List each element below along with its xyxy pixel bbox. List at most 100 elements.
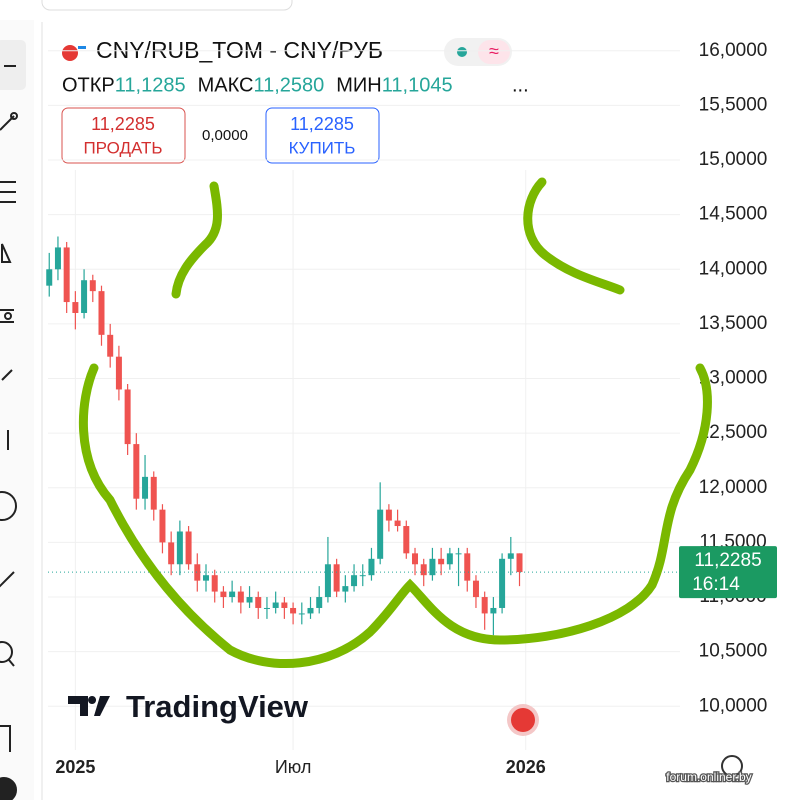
candle-body — [324, 564, 331, 598]
candle-body — [203, 575, 209, 581]
candle-body — [490, 607, 497, 614]
buy-price[interactable]: 11,2285 — [290, 114, 354, 134]
flag-cny — [62, 45, 78, 61]
candle-body — [98, 291, 105, 335]
settings-icon[interactable] — [721, 755, 743, 777]
candle-body — [263, 607, 270, 609]
candle-body — [499, 558, 506, 608]
candle-body — [351, 575, 358, 587]
ohlc-value: 11,1285 — [115, 74, 186, 96]
y-tick-label: 14,5000 — [699, 204, 768, 225]
candle-body — [89, 280, 96, 292]
y-tick-label: 16,0000 — [699, 40, 768, 61]
candle-body — [81, 280, 88, 313]
candle-body — [281, 602, 288, 608]
chart-title: CNY/RUB_TOM - CNY/РУБ — [96, 37, 383, 63]
candle-body — [124, 389, 131, 445]
candle-body — [72, 302, 79, 313]
buy-label[interactable]: КУПИТЬ — [289, 138, 356, 157]
candle-body — [168, 542, 175, 565]
candle-body — [472, 580, 479, 598]
watermark-logo — [68, 696, 110, 716]
candle-body — [429, 558, 436, 576]
x-tick-label: 2026 — [506, 757, 546, 777]
candle-body — [107, 334, 114, 357]
candle-body — [290, 607, 297, 614]
ohlc-label: МАКС — [198, 74, 254, 96]
annotations — [78, 177, 712, 669]
y-tick-label: 13,0000 — [699, 368, 768, 389]
candle-body — [394, 520, 401, 527]
last-price-time: 16:14 — [692, 574, 740, 595]
y-tick-label: 13,5000 — [699, 313, 768, 334]
y-tick-label: 14,0000 — [699, 258, 768, 279]
candle-body — [159, 509, 166, 543]
ohlc-row: ОТКР 11,1285 МАКС 11,2580 МИН 11,1045 — [62, 74, 453, 96]
last-price-box — [679, 546, 777, 599]
y-tick-label: 15,5000 — [699, 94, 768, 115]
status-dot — [457, 47, 467, 57]
top-bar — [0, 0, 786, 18]
flag-rub — [78, 46, 86, 49]
candle-body — [115, 356, 122, 390]
ohlc-value: 11,1045 — [382, 74, 453, 96]
top-button[interactable] — [41, 0, 293, 11]
candle-body — [333, 564, 340, 592]
y-tick-label: 10,0000 — [699, 695, 768, 716]
candle-body — [142, 476, 149, 499]
candle-body — [307, 607, 314, 614]
ohlc-label: МИН — [336, 74, 381, 96]
candle-body — [54, 247, 61, 270]
candle-body — [412, 553, 419, 565]
plot: 10,000010,500011,000011,500012,000012,50… — [46, 40, 777, 777]
candle-body — [229, 591, 236, 598]
x-tick-label: 2025 — [55, 757, 95, 777]
candle-body — [377, 509, 384, 559]
buy-button[interactable] — [265, 107, 380, 164]
candle-body — [185, 531, 192, 565]
y-tick-label: 10,5000 — [699, 641, 768, 662]
candle-body — [255, 597, 262, 608]
candle-body — [481, 597, 488, 614]
event-flag — [511, 708, 535, 732]
candle-body — [194, 564, 201, 581]
candle-body — [298, 613, 305, 615]
candle-body — [438, 558, 445, 565]
candle-body — [46, 269, 53, 286]
candle-body — [63, 247, 70, 303]
candle-body — [176, 531, 183, 565]
sell-label[interactable]: ПРОДАТЬ — [83, 138, 162, 157]
last-price-label: 11,2285 — [694, 550, 761, 571]
more[interactable]: ... — [512, 74, 529, 96]
y-tick-label: 12,5000 — [699, 422, 768, 443]
delay-badge — [478, 40, 510, 64]
sell-price[interactable]: 11,2285 — [91, 114, 155, 134]
sell-button[interactable] — [61, 107, 186, 164]
candle-body — [246, 597, 253, 603]
candle-body — [516, 553, 523, 573]
candle-body — [342, 586, 349, 592]
candle-body — [237, 591, 244, 603]
spread: 0,0000 — [202, 127, 248, 144]
ohlc-label: ОТКР — [62, 74, 115, 96]
candle-body — [455, 553, 462, 555]
candle-body — [446, 553, 453, 565]
candle-body — [403, 526, 410, 554]
candle-body — [368, 558, 375, 576]
y-tick-label: 15,0000 — [699, 149, 768, 170]
toolbar — [0, 20, 34, 800]
toolbar-icons[interactable] — [0, 40, 26, 800]
watermark: TradingView — [126, 689, 309, 724]
candle-body — [316, 597, 323, 608]
candle-body — [211, 575, 218, 592]
source: forum.onliner.by — [666, 770, 751, 784]
candle-body — [507, 553, 514, 559]
candle-body — [359, 575, 366, 577]
y-tick-label: 12,0000 — [699, 477, 768, 498]
candle-body — [150, 476, 157, 510]
candle-body — [420, 564, 427, 576]
x-tick-label: Июл — [275, 757, 312, 777]
candle-body — [220, 591, 227, 598]
candle-body — [133, 444, 140, 499]
